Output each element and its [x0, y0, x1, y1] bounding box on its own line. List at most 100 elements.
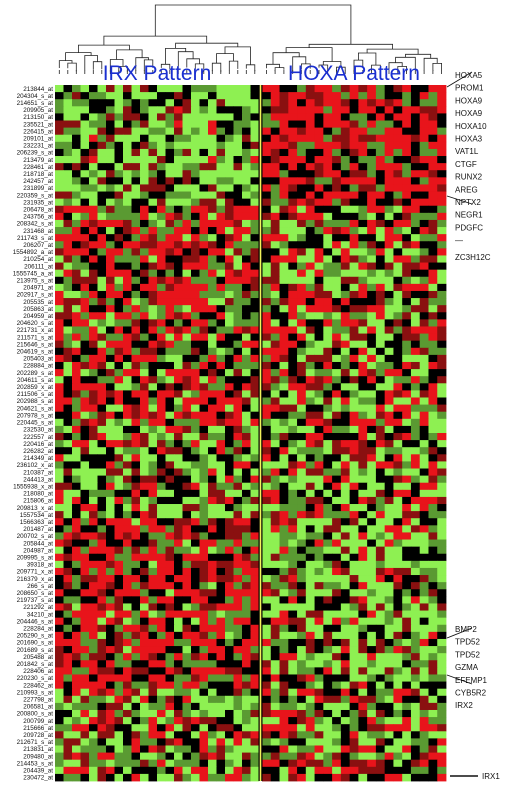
heatmap-cell	[419, 141, 429, 150]
heatmap-cell	[182, 411, 192, 420]
heatmap-cell	[174, 312, 183, 320]
heatmap-cell	[393, 141, 403, 150]
heatmap-cell	[123, 553, 132, 562]
heatmap-cell	[393, 106, 403, 114]
heatmap-cell	[174, 447, 183, 455]
heatmap-cell	[297, 504, 307, 512]
heatmap-cell	[216, 447, 226, 455]
heatmap-cell	[208, 731, 217, 739]
heatmap-cell	[191, 773, 200, 782]
heatmap-cell	[191, 766, 200, 775]
heatmap-cell	[305, 205, 315, 214]
heatmap-cell	[314, 127, 324, 136]
heatmap-cell	[174, 667, 183, 675]
heatmap-cell	[332, 546, 342, 555]
heatmap-cell	[314, 688, 324, 697]
heatmap-cell	[384, 219, 394, 228]
heatmap-cell	[174, 156, 183, 164]
heatmap-cell	[131, 489, 141, 498]
heatmap-cell	[97, 766, 107, 775]
heatmap-cell	[340, 276, 351, 285]
heatmap-cell	[402, 631, 412, 640]
heatmap-cell	[279, 667, 289, 675]
heatmap-cell	[97, 617, 107, 626]
probe-label: 204620_s_at	[17, 320, 54, 327]
heatmap-cell	[233, 674, 243, 682]
heatmap-cell	[208, 468, 217, 477]
heatmap-cell	[279, 539, 289, 548]
heatmap-cell	[114, 411, 124, 420]
heatmap-cell	[250, 383, 260, 391]
heatmap-cell	[216, 127, 226, 136]
heatmap-cell	[262, 234, 272, 242]
heatmap-cell	[174, 646, 183, 654]
heatmap-cell	[89, 262, 98, 271]
heatmap-cell	[97, 404, 107, 413]
heatmap-cell	[55, 354, 64, 363]
heatmap-cell	[140, 752, 149, 761]
heatmap-cell	[437, 134, 447, 143]
heatmap-cell	[428, 241, 438, 249]
heatmap-cell	[358, 319, 368, 327]
heatmap-cell	[55, 255, 64, 263]
heatmap-cell	[114, 113, 124, 121]
heatmap-cell	[55, 681, 64, 690]
heatmap-cell	[233, 134, 243, 143]
heatmap-cell	[428, 717, 438, 725]
heatmap-cell	[72, 603, 81, 611]
probe-label: 221731_x_at	[17, 327, 54, 334]
heatmap-cell	[89, 333, 98, 342]
heatmap-cell	[97, 148, 107, 157]
heatmap-cell	[157, 298, 166, 306]
heatmap-cell	[114, 482, 124, 491]
heatmap-cell	[55, 198, 64, 207]
heatmap-cell	[410, 234, 421, 242]
heatmap-cell	[106, 567, 115, 576]
heatmap-cell	[242, 333, 251, 342]
heatmap-cell	[419, 99, 429, 107]
heatmap-cell	[233, 745, 243, 753]
heatmap-cell	[140, 177, 149, 185]
heatmap-cell	[340, 638, 351, 647]
heatmap-cell	[314, 518, 324, 526]
heatmap-cell	[279, 141, 289, 150]
heatmap-cell	[199, 433, 209, 441]
heatmap-cell	[182, 106, 192, 114]
heatmap-cell	[89, 433, 98, 441]
heatmap-cell	[55, 745, 64, 753]
heatmap-cell	[174, 525, 183, 533]
heatmap-cell	[225, 92, 234, 100]
heatmap-cell	[123, 404, 132, 413]
heatmap-cell	[393, 276, 403, 285]
heatmap-cell	[288, 85, 298, 93]
heatmap-cell	[410, 504, 421, 512]
heatmap-cell	[114, 305, 124, 313]
heatmap-cell	[208, 575, 217, 583]
heatmap-cell	[123, 241, 132, 249]
heatmap-cell	[242, 163, 251, 171]
heatmap-cell	[340, 397, 351, 405]
heatmap-cell	[323, 482, 333, 491]
heatmap-cell	[225, 532, 234, 540]
heatmap-cell	[80, 567, 90, 576]
heatmap-cell	[174, 433, 183, 441]
heatmap-cell	[140, 404, 149, 413]
heatmap-cell	[410, 333, 421, 342]
probe-label: 209480_at	[23, 753, 53, 760]
heatmap-cell	[242, 496, 251, 505]
heatmap-cell	[174, 305, 183, 313]
heatmap-cell	[233, 702, 243, 711]
heatmap-cell	[216, 269, 226, 278]
heatmap-cell	[89, 290, 98, 299]
heatmap-cell	[191, 127, 200, 136]
heatmap-cell	[270, 539, 280, 548]
heatmap-cell	[323, 425, 333, 434]
heatmap-cell	[410, 440, 421, 448]
heatmap-cell	[419, 717, 429, 725]
heatmap-cell	[191, 681, 200, 690]
heatmap-cell	[410, 404, 421, 413]
heatmap-cell	[123, 219, 132, 228]
heatmap-cell	[297, 219, 307, 228]
heatmap-cell	[72, 738, 81, 746]
dendrogram-branch	[103, 35, 208, 46]
